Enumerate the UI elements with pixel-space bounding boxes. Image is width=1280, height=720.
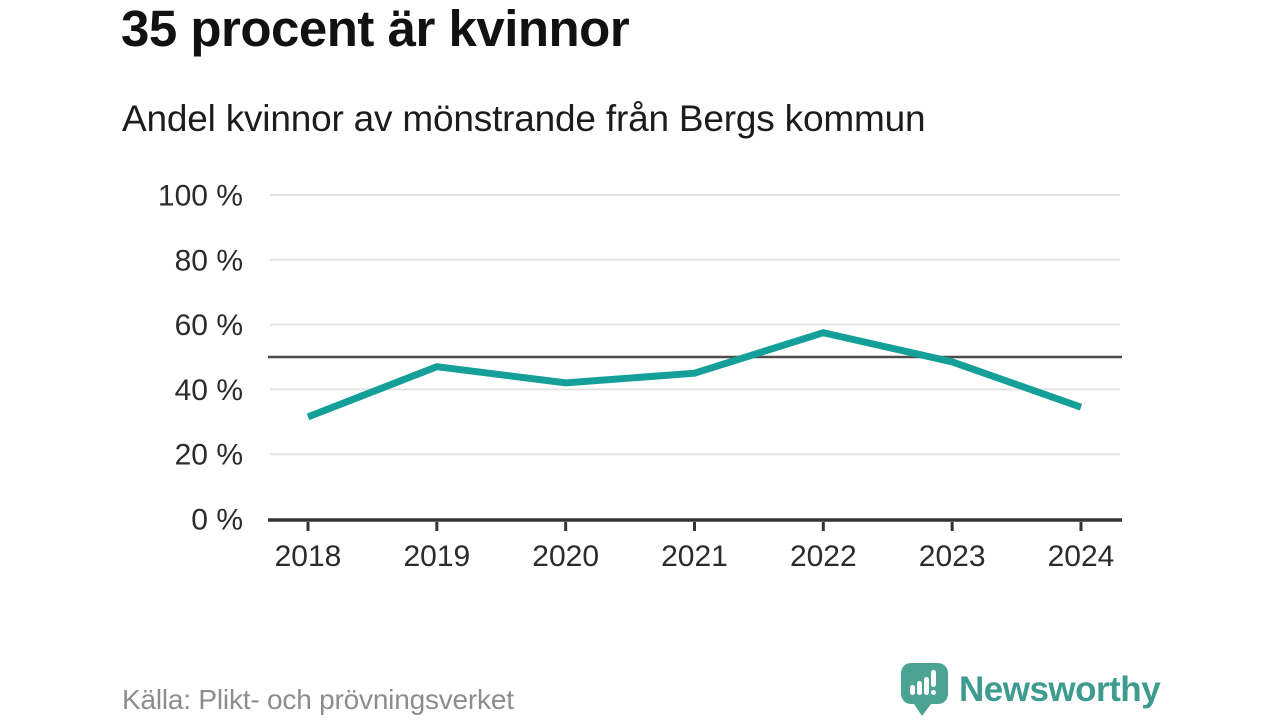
y-tick-label: 0 % (191, 504, 243, 537)
x-tick-label: 2023 (919, 540, 986, 573)
source-note: Källa: Plikt- och prövningsverket (122, 684, 514, 715)
x-tick-label: 2018 (275, 540, 342, 573)
y-tick-label: 80 % (175, 244, 243, 277)
y-tick-label: 60 % (175, 309, 243, 342)
chart-subtitle: Andel kvinnor av mönstrande från Bergs k… (122, 98, 926, 139)
newsworthy-logo: Newsworthy (901, 663, 1161, 716)
x-tick-label: 2024 (1048, 540, 1115, 573)
bar-large (924, 677, 929, 695)
chart-title: 35 procent är kvinnor (121, 0, 630, 57)
y-tick-label: 100 % (158, 180, 243, 213)
x-tick-label: 2020 (532, 540, 599, 573)
x-tick-label: 2019 (403, 540, 470, 573)
x-tick-label: 2022 (790, 540, 857, 573)
bar-small (910, 685, 915, 695)
bar-medium (917, 681, 922, 695)
y-tick-label: 20 % (175, 439, 243, 472)
line-chart: 2018 2019 2020 2021 2022 2023 2024 0 % 20 % 40 % 6… (158, 180, 1122, 573)
x-tick-label: 2021 (661, 540, 728, 573)
bar-chart-speech-bubble-icon (901, 663, 948, 716)
brand-name: Newsworthy (959, 669, 1161, 709)
data-line (306, 329, 1083, 421)
exclamation-dot (931, 690, 936, 695)
y-tick-label: 40 % (175, 374, 243, 407)
exclamation-stem (931, 670, 936, 687)
